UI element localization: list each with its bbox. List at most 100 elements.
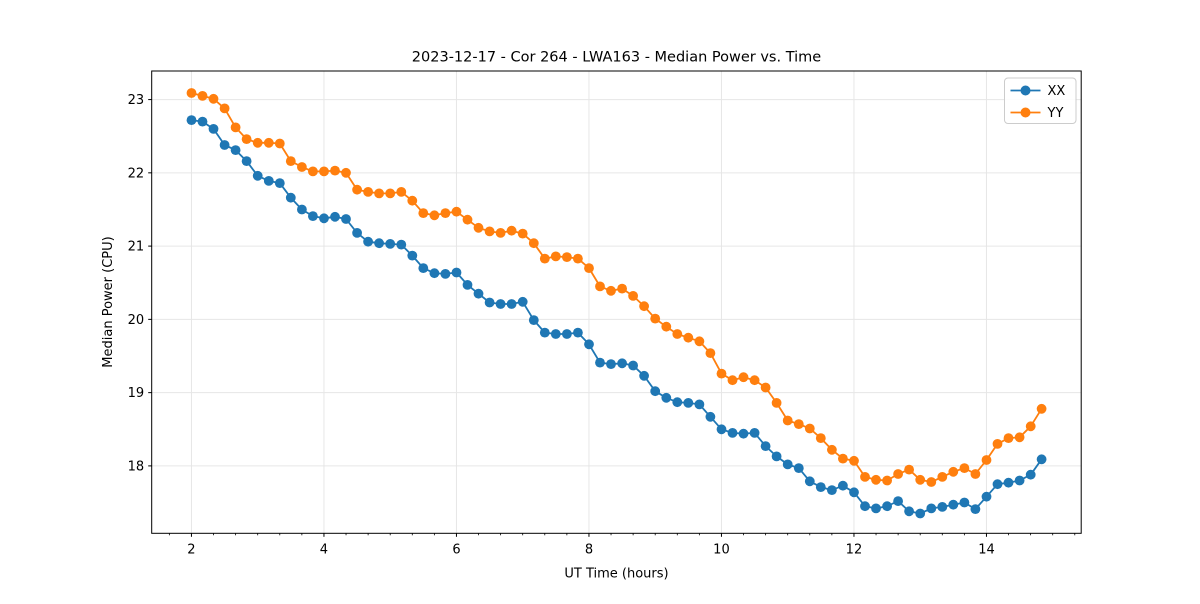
series-XX-marker — [385, 239, 396, 249]
series-XX-marker — [550, 329, 561, 339]
series-XX-marker — [716, 424, 727, 435]
series-YY-marker — [341, 167, 351, 178]
y-tick-label: 18 — [128, 459, 145, 474]
series-XX-marker — [760, 441, 771, 451]
series-XX-marker — [308, 211, 318, 222]
series-XX-marker — [562, 329, 572, 339]
grid-layer — [151, 71, 1082, 534]
series-YY-marker — [308, 166, 318, 177]
series-XX-marker — [352, 228, 362, 238]
series-YY-marker — [804, 423, 815, 434]
series-YY-marker — [672, 329, 683, 339]
series-XX-marker — [970, 504, 981, 514]
series-XX-marker — [506, 299, 517, 309]
series-YY-marker — [473, 222, 484, 233]
legend-label-xx: XX — [1048, 84, 1066, 99]
series-YY-marker — [793, 419, 804, 429]
series-XX-marker — [484, 297, 495, 308]
series-XX-marker — [495, 299, 506, 309]
tick-layer: 2 4 6 8 10 12 14 18 19 20 21 22 23 — [128, 93, 1076, 557]
y-axis-label: Median Power (CPU) — [101, 236, 116, 367]
series-XX-marker — [661, 392, 672, 403]
legend-label-yy: YY — [1047, 106, 1064, 121]
series-XX-marker — [595, 357, 605, 368]
series-YY-marker — [926, 477, 937, 487]
series-XX-marker — [683, 398, 694, 408]
series-YY-marker — [838, 453, 848, 464]
series-layer — [186, 88, 1047, 519]
series-XX-marker — [297, 204, 307, 215]
x-tick-label: 12 — [846, 542, 863, 557]
series-XX-marker — [285, 192, 296, 203]
series-YY-marker — [440, 208, 451, 219]
series-XX-marker — [606, 359, 616, 369]
series-XX-marker — [738, 428, 749, 439]
series-YY-marker — [948, 466, 959, 477]
series-YY-marker — [584, 263, 594, 273]
legend-sample-marker-xx — [1020, 85, 1031, 96]
series-YY-marker — [959, 463, 970, 473]
series-YY-marker — [484, 226, 495, 237]
series-XX-marker — [871, 503, 881, 514]
series-YY-marker — [904, 464, 914, 475]
series-XX-marker — [341, 214, 351, 224]
series-XX-line — [190, 119, 1043, 515]
series-YY-marker — [230, 122, 241, 133]
series-XX-marker — [915, 508, 926, 519]
series-YY-marker — [374, 188, 384, 199]
series-YY-marker — [429, 210, 440, 221]
series-YY-marker — [771, 398, 782, 408]
series-XX-marker — [617, 358, 627, 369]
y-tick-label: 23 — [128, 93, 145, 108]
series-XX-marker — [672, 397, 683, 408]
series-XX-marker — [937, 502, 948, 512]
series-YY-marker — [639, 301, 649, 312]
series-XX — [186, 115, 1047, 519]
series-YY-marker — [396, 187, 407, 197]
chart-title: 2023-12-17 - Cor 264 - LWA163 - Median P… — [412, 50, 821, 66]
series-YY-marker — [871, 474, 881, 485]
series-XX-marker — [319, 213, 329, 224]
series-XX-marker — [860, 501, 870, 512]
series-YY-marker — [1003, 433, 1014, 443]
series-XX-marker — [793, 463, 804, 473]
series-XX-marker — [882, 501, 892, 512]
series-XX-marker — [219, 140, 230, 150]
series-XX-marker — [186, 115, 197, 125]
series-XX-marker — [440, 269, 451, 279]
series-XX-marker — [451, 267, 462, 278]
series-YY-marker — [208, 93, 219, 104]
y-tick-label: 20 — [128, 313, 145, 328]
series-XX-marker — [1014, 475, 1025, 486]
series-YY-marker — [782, 415, 793, 426]
series-YY-marker — [263, 137, 274, 148]
series-XX-marker — [992, 479, 1003, 490]
x-tick-label: 4 — [320, 542, 328, 557]
series-XX-marker — [650, 386, 661, 397]
series-XX-marker — [804, 476, 815, 487]
series-YY-marker — [506, 225, 517, 236]
series-XX-marker — [694, 399, 705, 410]
series-XX-marker — [230, 145, 241, 156]
series-YY-marker — [562, 252, 572, 262]
series-YY-marker — [893, 469, 903, 479]
series-YY-marker — [385, 188, 396, 199]
series-XX-marker — [396, 239, 407, 250]
x-tick-label: 2 — [187, 542, 195, 557]
series-XX-marker — [727, 428, 738, 438]
series-XX-marker — [407, 250, 418, 261]
series-XX-marker — [849, 487, 859, 498]
series-XX-marker — [418, 263, 429, 273]
series-XX-marker — [926, 503, 937, 514]
series-YY-marker — [738, 372, 749, 383]
series-YY-marker — [595, 281, 605, 292]
series-YY-marker — [882, 475, 892, 486]
series-XX-marker — [573, 327, 583, 338]
series-XX-marker — [893, 496, 903, 506]
series-XX-marker — [838, 480, 848, 491]
series-YY-marker — [849, 455, 859, 466]
series-YY-marker — [330, 165, 340, 176]
series-XX-marker — [904, 506, 914, 517]
